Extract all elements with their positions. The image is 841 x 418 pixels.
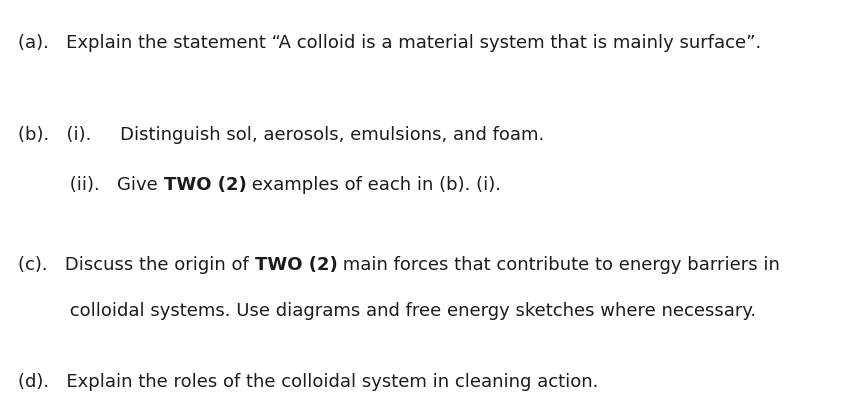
Text: TWO (2): TWO (2) [255, 256, 337, 274]
Text: (a).   Explain the statement “A colloid is a material system that is mainly surf: (a). Explain the statement “A colloid is… [18, 34, 761, 52]
Text: examples of each in (b). (i).: examples of each in (b). (i). [246, 176, 501, 194]
Text: (c).   Discuss the origin of: (c). Discuss the origin of [18, 256, 255, 274]
Text: (ii).   Give: (ii). Give [18, 176, 163, 194]
Text: colloidal systems. Use diagrams and free energy sketches where necessary.: colloidal systems. Use diagrams and free… [18, 302, 756, 320]
Text: (d).   Explain the roles of the colloidal system in cleaning action.: (d). Explain the roles of the colloidal … [18, 373, 599, 391]
Text: (b).   (i).     Distinguish sol, aerosols, emulsions, and foam.: (b). (i). Distinguish sol, aerosols, emu… [18, 126, 544, 144]
Text: TWO (2): TWO (2) [163, 176, 246, 194]
Text: main forces that contribute to energy barriers in: main forces that contribute to energy ba… [337, 256, 780, 274]
